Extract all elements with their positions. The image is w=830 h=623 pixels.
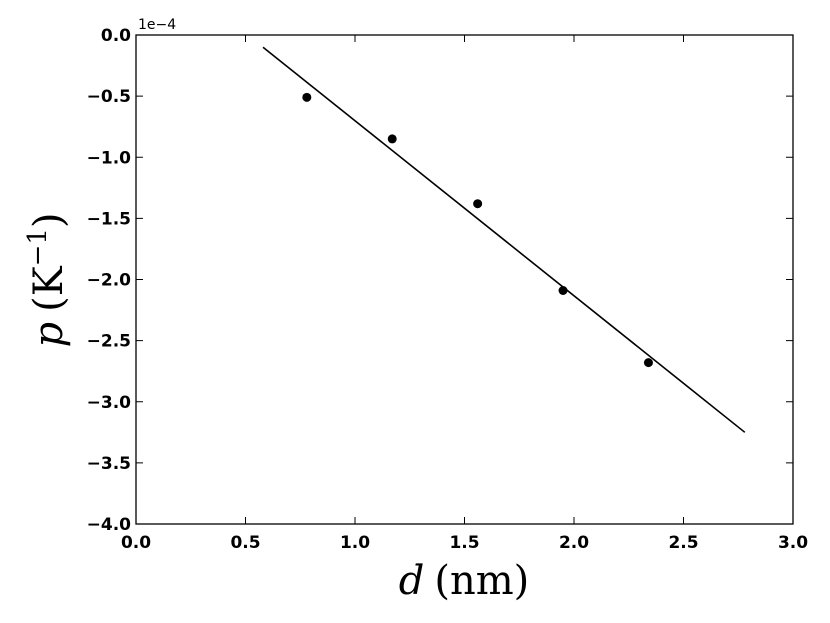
x-tick-label: 0.0 xyxy=(121,533,151,553)
x-tick-label: 1.5 xyxy=(449,533,479,553)
y-axis-symbol: p xyxy=(26,322,72,348)
data-point xyxy=(473,199,483,209)
y-tick-label: −1.0 xyxy=(87,148,132,168)
y-tick-label: −2.0 xyxy=(87,271,132,291)
y-tick-label: −4.0 xyxy=(87,515,132,535)
data-point xyxy=(302,92,312,102)
y-axis-label: p (K−1) xyxy=(23,212,72,347)
x-tick-label: 1.0 xyxy=(340,533,370,553)
axes-frame xyxy=(135,34,794,525)
y-tick-label: −0.5 xyxy=(87,87,131,107)
x-axis-symbol: d xyxy=(399,558,425,604)
y-axis-unit: (K xyxy=(26,265,72,312)
y-axis-unit-exponent: −1 xyxy=(23,228,53,266)
fit-line xyxy=(262,46,746,433)
y-tick-label: −2.5 xyxy=(87,332,131,352)
x-tick-label: 2.0 xyxy=(559,533,589,553)
y-tick-label: −3.0 xyxy=(87,393,132,413)
x-tick-label: 3.0 xyxy=(778,533,808,553)
data-point xyxy=(643,358,653,368)
x-tick-label: 2.5 xyxy=(668,533,698,553)
y-offset-label: 1e−4 xyxy=(138,17,176,33)
data-point xyxy=(387,134,397,144)
y-tick-label: −1.5 xyxy=(87,209,131,229)
plot-area: 0.0 0.5 1.0 1.5 2.0 2.5 3.0 0.0 −0.5 −1.0 −1.5 −2.0… xyxy=(87,26,809,553)
y-tick-label: −3.5 xyxy=(87,454,131,474)
y-axis-unit-close: ) xyxy=(26,212,72,228)
x-axis-unit: (nm) xyxy=(434,558,529,604)
x-axis-label: d (nm) xyxy=(399,558,530,604)
x-tick-label: 0.5 xyxy=(230,533,260,553)
y-tick-label: 0.0 xyxy=(101,26,131,46)
